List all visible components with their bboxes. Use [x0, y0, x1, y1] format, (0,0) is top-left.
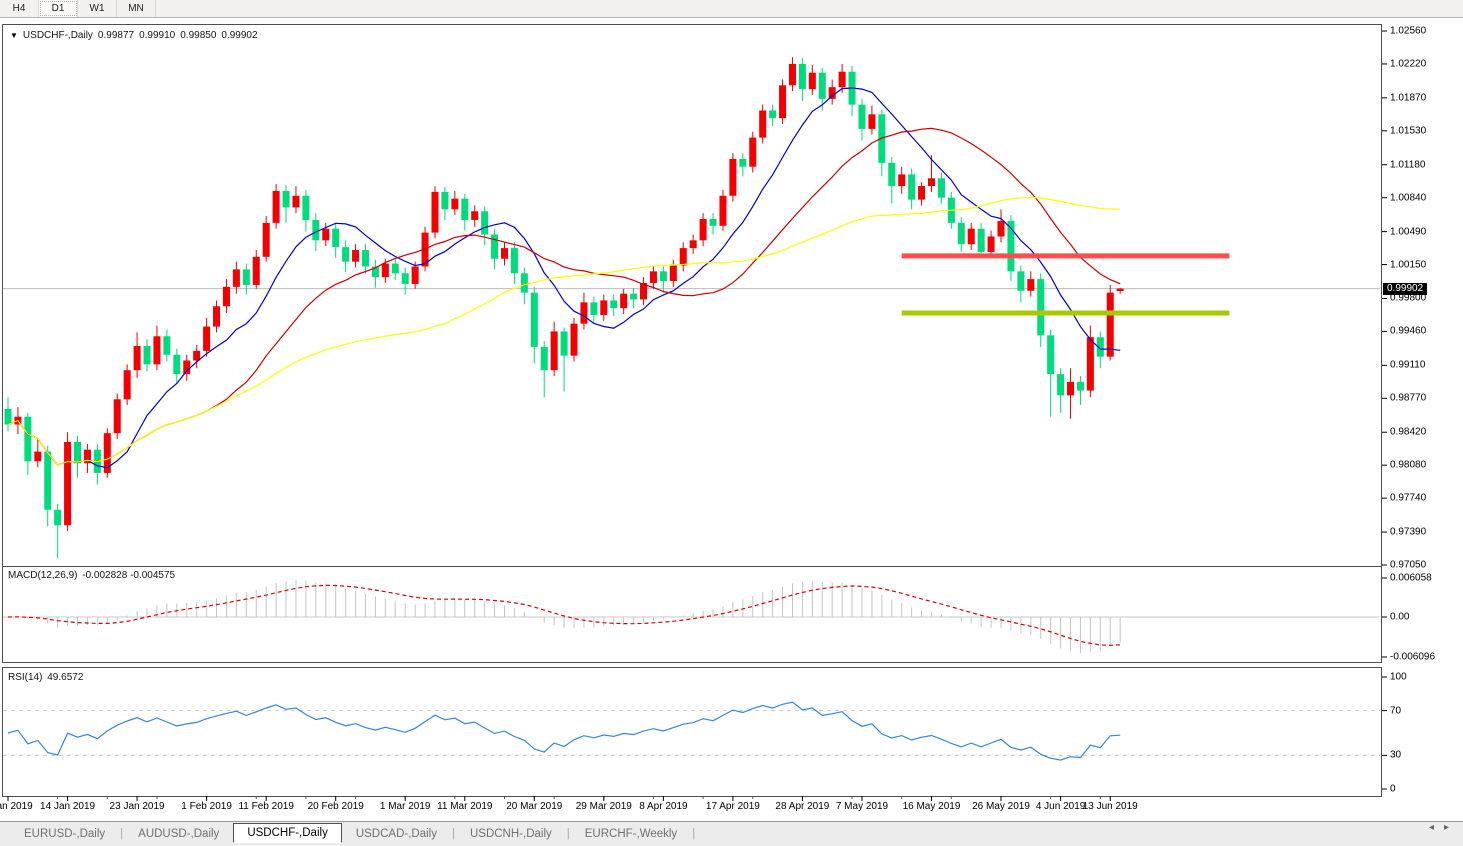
- price-axis-label: 0.99460: [1390, 325, 1427, 337]
- date-axis-label: 16 May 2019: [902, 801, 961, 812]
- timeframe-button-mn[interactable]: MN: [117, 0, 156, 17]
- date-axis-label: 17 Apr 2019: [705, 801, 760, 812]
- ohlc-low: 0.99850: [180, 30, 217, 41]
- rsi-label: RSI(14) 49.6572: [8, 672, 83, 683]
- price-axis-label: 1.00150: [1390, 259, 1427, 271]
- tab-separator: |: [692, 828, 696, 840]
- price-axis-label: 1.01180: [1390, 159, 1426, 171]
- rsi-axis-label: 70: [1390, 705, 1402, 717]
- date-axis-label: 23 Jan 2019: [109, 801, 165, 812]
- macd-values: -0.002828 -0.004575: [82, 570, 176, 581]
- macd-axis-label: 0.006058: [1390, 572, 1432, 584]
- rsi-name: RSI(14): [8, 672, 43, 683]
- date-axis-label: 8 Apr 2019: [639, 801, 688, 812]
- price-axis-label: 0.98420: [1390, 426, 1427, 438]
- macd-axis-label: -0.006096: [1390, 651, 1436, 663]
- timeframe-button-w1[interactable]: W1: [78, 0, 117, 17]
- price-chart-panel[interactable]: [2, 24, 1382, 567]
- tab-eurusd-daily[interactable]: EURUSD-,Daily: [24, 828, 106, 840]
- price-axis-label: 0.99110: [1390, 359, 1426, 371]
- macd-panel[interactable]: [2, 566, 1382, 663]
- date-axis-label: 26 May 2019: [972, 801, 1030, 812]
- price-axis-label: 1.02560: [1390, 25, 1427, 37]
- price-axis-label: 0.99800: [1390, 292, 1427, 304]
- tab-eurchf-weekly[interactable]: EURCHF-,Weekly: [584, 828, 678, 840]
- chart-tabbar: EURUSD-,Daily | AUDUSD-,Daily USDCHF-,Daily…: [0, 821, 1463, 846]
- price-axis-label: 0.98770: [1390, 392, 1427, 404]
- macd-label: MACD(12,26,9) -0.002828 -0.004575: [8, 570, 175, 581]
- symbol-dropdown-icon[interactable]: ▼: [10, 31, 18, 40]
- price-axis-label: 0.98080: [1390, 459, 1427, 471]
- rsi-value: 49.6572: [47, 672, 84, 683]
- price-axis-label: 1.01870: [1390, 92, 1427, 104]
- date-axis-label: 20 Feb 2019: [307, 801, 364, 812]
- date-axis-label: 14 Jan 2019: [40, 801, 96, 812]
- chart-title: ▼ USDCHF-,Daily 0.99877 0.99910 0.99850 …: [10, 30, 258, 41]
- date-axis-label: 4 Jan 2019: [0, 801, 33, 812]
- macd-axis-label: 0.00: [1390, 611, 1410, 623]
- tab-usdcnh-daily[interactable]: USDCNH-,Daily: [469, 828, 552, 840]
- date-axis-label: 28 Apr 2019: [775, 801, 830, 812]
- date-axis-label: 29 Mar 2019: [575, 801, 632, 812]
- price-axis-label: 1.02220: [1390, 58, 1427, 70]
- price-axis-label: 0.97740: [1390, 492, 1427, 504]
- rsi-panel[interactable]: [2, 667, 1382, 797]
- price-axis-label: 0.97390: [1390, 526, 1427, 538]
- date-axis-label: 1 Feb 2019: [181, 801, 232, 812]
- timeframe-toolbar: H4 D1 W1 MN: [0, 0, 1463, 18]
- price-axis-label: 0.97050: [1390, 559, 1427, 571]
- tab-separator: |: [566, 828, 570, 840]
- price-axis-label: 1.00840: [1390, 192, 1427, 204]
- macd-name: MACD(12,26,9): [8, 570, 78, 581]
- timeframe-button-h4[interactable]: H4: [0, 0, 39, 17]
- date-axis-label: 7 May 2019: [835, 801, 889, 812]
- tab-scroll-arrows: ◂ ▸: [1429, 822, 1449, 833]
- date-axis-label: 11 Mar 2019: [437, 801, 493, 812]
- price-axis-label: 1.01530: [1390, 125, 1427, 137]
- ohlc-close: 0.99902: [221, 30, 258, 41]
- date-axis-label: 4 Jun 2019: [1035, 801, 1086, 812]
- ohlc-open: 0.99877: [97, 30, 135, 41]
- date-axis-label: 13 Jun 2019: [1082, 801, 1138, 812]
- symbol-period-label: USDCHF-,Daily: [22, 30, 93, 41]
- rsi-axis-label: 30: [1390, 749, 1402, 761]
- tab-usdcad-daily[interactable]: USDCAD-,Daily: [355, 828, 437, 840]
- scroll-right-icon[interactable]: ▸: [1443, 822, 1449, 833]
- tab-audusd-daily[interactable]: AUDUSD-,Daily: [138, 828, 220, 840]
- scroll-left-icon[interactable]: ◂: [1428, 822, 1434, 833]
- price-axis-label: 1.00490: [1390, 226, 1427, 238]
- date-axis-label: 1 Mar 2019: [379, 801, 431, 812]
- ohlc-high: 0.99910: [139, 30, 176, 41]
- rsi-axis-label: 100: [1390, 671, 1407, 683]
- current-price-tag: 0.99902: [1383, 282, 1428, 295]
- date-axis-label: 11 Feb 2019: [238, 801, 294, 812]
- timeframe-button-d1[interactable]: D1: [39, 0, 78, 17]
- tab-separator: |: [451, 828, 455, 840]
- date-axis-label: 20 Mar 2019: [506, 801, 563, 812]
- tab-usdchf-daily[interactable]: USDCHF-,Daily: [233, 823, 342, 843]
- tab-separator: |: [120, 828, 124, 840]
- rsi-axis-label: 0: [1390, 783, 1396, 795]
